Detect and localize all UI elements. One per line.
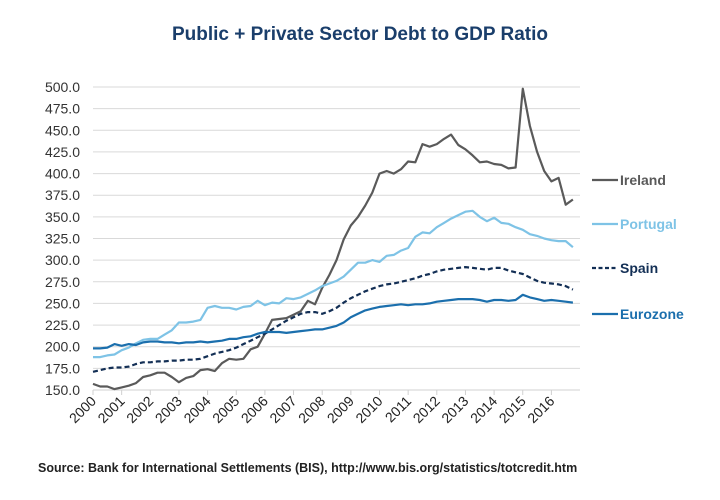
source-note: Source: Bank for International Settlemen… [38, 461, 578, 475]
y-tick-label: 275.0 [45, 274, 80, 290]
x-tick-label: 2009 [324, 393, 357, 426]
y-tick-label: 500.0 [45, 79, 80, 95]
x-tick-label: 2013 [438, 393, 471, 426]
y-tick-label: 400.0 [45, 166, 80, 182]
legend-label-eurozone: Eurozone [620, 306, 684, 322]
y-tick-label: 325.0 [45, 231, 80, 247]
series-line-eurozone [93, 293, 574, 350]
x-tick-label: 2012 [410, 393, 443, 426]
series-lines [92, 87, 574, 391]
y-tick-label: 300.0 [45, 252, 80, 268]
x-tick-label: 2015 [496, 393, 529, 426]
x-tick-label: 2010 [352, 393, 385, 426]
x-tick-label: 2011 [382, 393, 415, 426]
y-tick-label: 200.0 [45, 339, 80, 355]
y-tick-label: 350.0 [45, 209, 80, 225]
x-tick-label: 2002 [123, 393, 156, 426]
series-line-spain [92, 266, 574, 373]
y-tick-label: 175.0 [45, 360, 80, 376]
y-axis-ticks: 500.0 475.0 450.0 425.0 400.0 375.0 350.0 325.0… [45, 79, 80, 398]
legend: Ireland Portugal Spain Eurozone [592, 172, 684, 322]
y-tick-label: 375.0 [45, 187, 80, 203]
legend-label-portugal: Portugal [620, 216, 677, 232]
x-axis: 2000200120022003200420052006200720082009… [66, 389, 580, 426]
x-tick-label: 2007 [266, 393, 299, 426]
y-tick-label: 425.0 [45, 144, 80, 160]
x-tick-label: 2014 [467, 393, 500, 426]
legend-label-spain: Spain [620, 260, 658, 276]
series-line-ireland [92, 87, 574, 391]
x-tick-label: 2004 [180, 393, 213, 426]
y-tick-label: 225.0 [45, 317, 80, 333]
legend-label-ireland: Ireland [620, 172, 666, 188]
x-tick-label: 2008 [295, 393, 328, 426]
x-tick-label: 2005 [209, 393, 242, 426]
y-tick-label: 475.0 [45, 101, 80, 117]
chart-title: Public + Private Sector Debt to GDP Rati… [171, 24, 549, 45]
y-tick-label: 250.0 [45, 295, 80, 311]
series-line-portugal [93, 209, 574, 359]
x-tick-label: 2006 [238, 393, 271, 426]
y-tick-label: 450.0 [45, 122, 80, 138]
x-tick-label: 2016 [524, 393, 557, 426]
y-tick-label: 150.0 [45, 382, 80, 398]
x-tick-label: 2003 [152, 393, 185, 426]
x-tick-label: 2001 [94, 393, 127, 426]
